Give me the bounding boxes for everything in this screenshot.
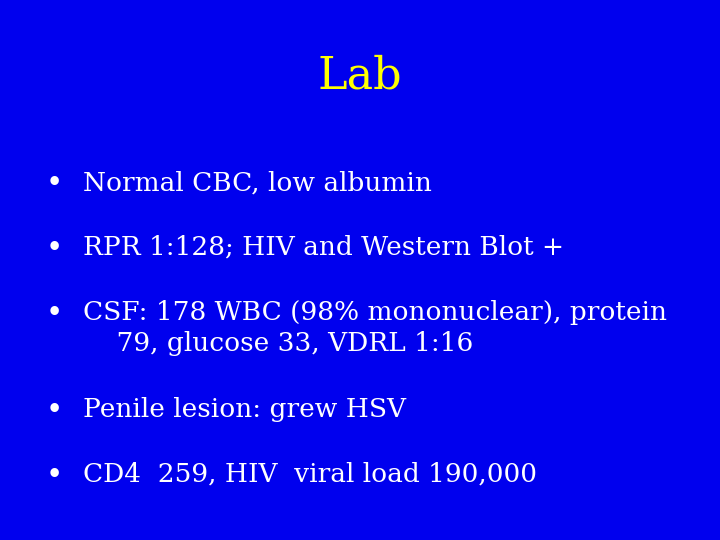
- Text: RPR 1:128; HIV and Western Blot +: RPR 1:128; HIV and Western Blot +: [83, 235, 564, 260]
- Text: Lab: Lab: [318, 54, 402, 97]
- Text: •: •: [45, 397, 63, 425]
- Text: CD4  259, HIV  viral load 190,000: CD4 259, HIV viral load 190,000: [83, 462, 537, 487]
- Text: Normal CBC, low albumin: Normal CBC, low albumin: [83, 170, 432, 195]
- Text: •: •: [45, 170, 63, 198]
- Text: Penile lesion: grew HSV: Penile lesion: grew HSV: [83, 397, 406, 422]
- Text: CSF: 178 WBC (98% mononuclear), protein
    79, glucose 33, VDRL 1:16: CSF: 178 WBC (98% mononuclear), protein …: [83, 300, 667, 356]
- Text: •: •: [45, 235, 63, 263]
- Text: •: •: [45, 462, 63, 490]
- Text: •: •: [45, 300, 63, 328]
